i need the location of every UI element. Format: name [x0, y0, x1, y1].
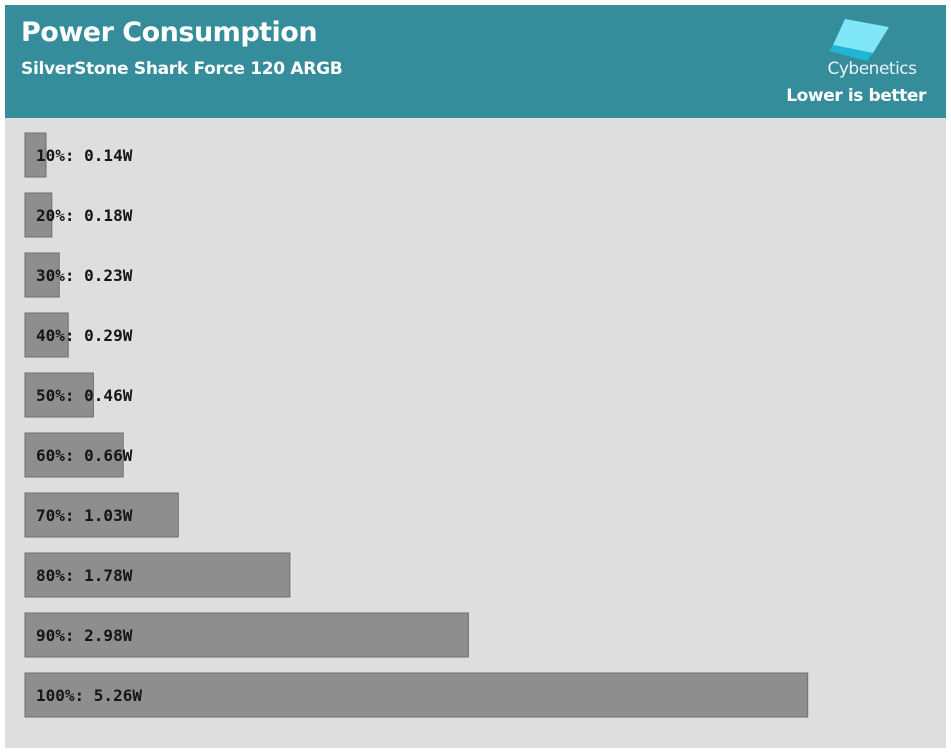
bar-label-90pct: 90%: 2.98W [36, 626, 133, 645]
bar-60pct [24, 432, 124, 478]
bar-label-70pct: 70%: 1.03W [36, 506, 133, 525]
lower-is-better-note: Lower is better [786, 86, 926, 106]
cybenetics-logo: Cybenetics [817, 11, 927, 79]
bar-50pct [24, 372, 94, 418]
bar-70pct [24, 492, 179, 538]
logo-diamond-icon [829, 19, 889, 61]
chart-subtitle: SilverStone Shark Force 120 ARGB [21, 59, 343, 79]
bar-label-80pct: 80%: 1.78W [36, 566, 133, 585]
bar-20pct [24, 192, 53, 238]
bar-label-60pct: 60%: 0.66W [36, 446, 133, 465]
logo-text: Cybenetics [827, 59, 917, 79]
bar-10pct [24, 132, 47, 178]
bar-90pct [24, 612, 469, 658]
bar-label-10pct: 10%: 0.14W [36, 146, 133, 165]
bar-label-50pct: 50%: 0.46W [36, 386, 133, 405]
chart-frame: Power Consumption SilverStone Shark Forc… [5, 5, 946, 748]
bar-chart: 10%: 0.14W 20%: 0.18W 30%: 0.23W 40%: 0.29W… [24, 132, 809, 718]
bar-40pct [24, 312, 69, 358]
bar-80pct [24, 552, 291, 598]
bar-30pct [24, 252, 60, 298]
bar-100pct [24, 672, 809, 718]
chart-header: Power Consumption SilverStone Shark Forc… [5, 5, 946, 118]
bar-label-40pct: 40%: 0.29W [36, 326, 133, 345]
chart-title: Power Consumption [21, 17, 318, 48]
bar-label-20pct: 20%: 0.18W [36, 206, 133, 225]
bar-label-30pct: 30%: 0.23W [36, 266, 133, 285]
bar-label-100pct: 100%: 5.26W [36, 686, 142, 705]
